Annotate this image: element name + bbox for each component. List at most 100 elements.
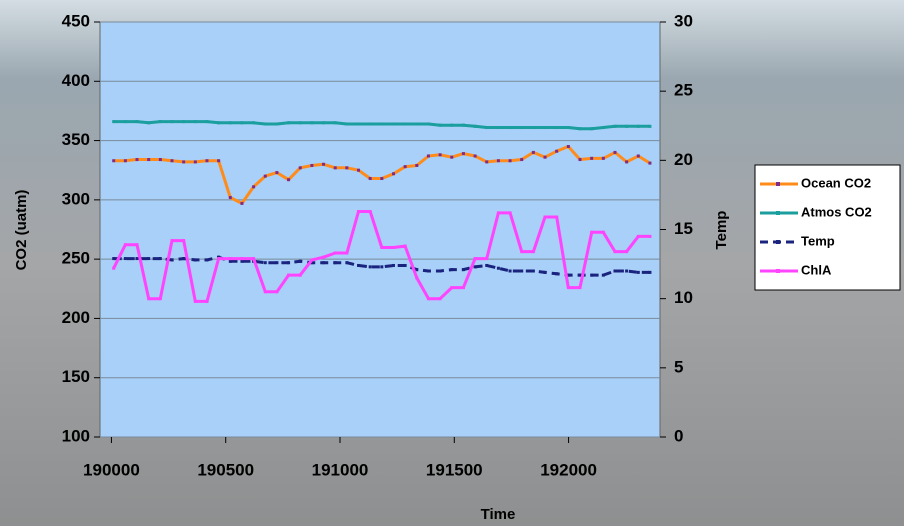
y2-tick-label: 20 [674, 150, 693, 169]
series-marker [415, 122, 419, 126]
series-marker [613, 250, 617, 254]
series-marker [263, 122, 267, 126]
series-marker [228, 121, 232, 125]
series-marker [275, 171, 279, 175]
series-marker [275, 261, 279, 265]
series-marker [555, 215, 559, 219]
legend-marker [776, 240, 780, 244]
series-marker [403, 244, 407, 248]
series-marker [391, 263, 395, 267]
series-marker [461, 286, 465, 290]
series-marker [555, 126, 559, 130]
series-marker [240, 257, 244, 261]
series-marker [333, 251, 337, 255]
series-marker [543, 215, 547, 219]
plot-area [99, 21, 661, 438]
series-marker [123, 159, 127, 163]
series-marker [368, 265, 372, 269]
series-marker [112, 120, 116, 124]
series-marker [508, 211, 512, 215]
series-marker [415, 163, 419, 167]
series-marker [263, 261, 267, 265]
series-marker [566, 126, 570, 130]
y2-axis-title: Temp [713, 211, 730, 250]
series-marker [240, 121, 244, 125]
series-marker [182, 257, 186, 261]
series-marker [263, 174, 267, 178]
series-marker [333, 121, 337, 125]
series-marker [240, 201, 244, 205]
series-marker [322, 255, 326, 259]
series-marker [473, 154, 477, 158]
series-marker [426, 154, 430, 158]
series-marker [287, 273, 291, 277]
series-marker [310, 163, 314, 167]
series-marker [205, 120, 209, 124]
series-marker [578, 286, 582, 290]
series-marker [625, 250, 629, 254]
series-marker [345, 261, 349, 265]
series-marker [590, 156, 594, 160]
series-marker [601, 156, 605, 160]
series-marker [333, 166, 337, 170]
series-marker [357, 210, 361, 214]
series-marker [135, 158, 139, 162]
series-marker [450, 286, 454, 290]
series-marker [205, 299, 209, 303]
series-marker [252, 185, 256, 189]
series-marker [636, 154, 640, 158]
series-marker [625, 124, 629, 128]
series-marker [461, 268, 465, 272]
y2-tick-label: 25 [674, 81, 693, 100]
series-marker [461, 123, 465, 127]
series-marker [415, 268, 419, 272]
series-marker [380, 265, 384, 269]
series-marker [590, 230, 594, 234]
legend-label: Temp [801, 233, 835, 248]
y-axis-title: CO2 (uatm) [13, 190, 30, 271]
x-tick-label: 190500 [197, 460, 254, 479]
series-marker [543, 155, 547, 159]
series-marker [170, 120, 174, 124]
series-marker [357, 122, 361, 126]
series-marker [578, 273, 582, 277]
series-marker [333, 261, 337, 265]
series-marker [228, 259, 232, 263]
x-tick-label: 191500 [426, 460, 483, 479]
series-marker [403, 122, 407, 126]
series-marker [217, 257, 221, 261]
series-marker [438, 297, 442, 301]
series-marker [520, 158, 524, 162]
y2-tick-label: 15 [674, 219, 693, 238]
series-marker [543, 126, 547, 130]
series-marker [298, 166, 302, 170]
series-marker [147, 257, 151, 261]
series-marker [485, 263, 489, 267]
series-marker [590, 127, 594, 131]
series-marker [252, 121, 256, 125]
series-marker [508, 159, 512, 163]
series-marker [485, 257, 489, 261]
series-marker [496, 126, 500, 130]
series-marker [531, 126, 535, 130]
series-marker [275, 290, 279, 294]
series-marker [287, 121, 291, 125]
x-axis-title: Time [481, 506, 516, 523]
series-marker [403, 165, 407, 169]
series-marker [135, 257, 139, 261]
series-marker [287, 178, 291, 182]
series-marker [368, 122, 372, 126]
series-marker [426, 122, 430, 126]
series-marker [531, 150, 535, 154]
series-marker [182, 239, 186, 243]
series-marker [450, 123, 454, 127]
y2-tick-label: 5 [674, 357, 683, 376]
series-marker [391, 122, 395, 126]
series-marker [555, 272, 559, 276]
series-marker [438, 123, 442, 127]
series-marker [566, 145, 570, 148]
series-marker [123, 120, 127, 124]
series-marker [357, 263, 361, 267]
series-marker [368, 177, 372, 181]
